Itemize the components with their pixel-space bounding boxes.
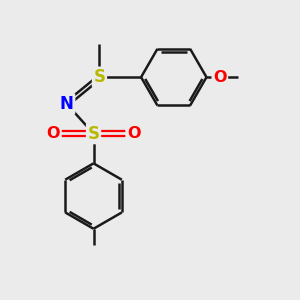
Text: S: S — [94, 68, 106, 86]
Text: N: N — [60, 95, 74, 113]
Text: O: O — [47, 126, 60, 141]
Text: O: O — [127, 126, 140, 141]
Text: S: S — [88, 125, 100, 143]
Text: O: O — [213, 70, 226, 85]
